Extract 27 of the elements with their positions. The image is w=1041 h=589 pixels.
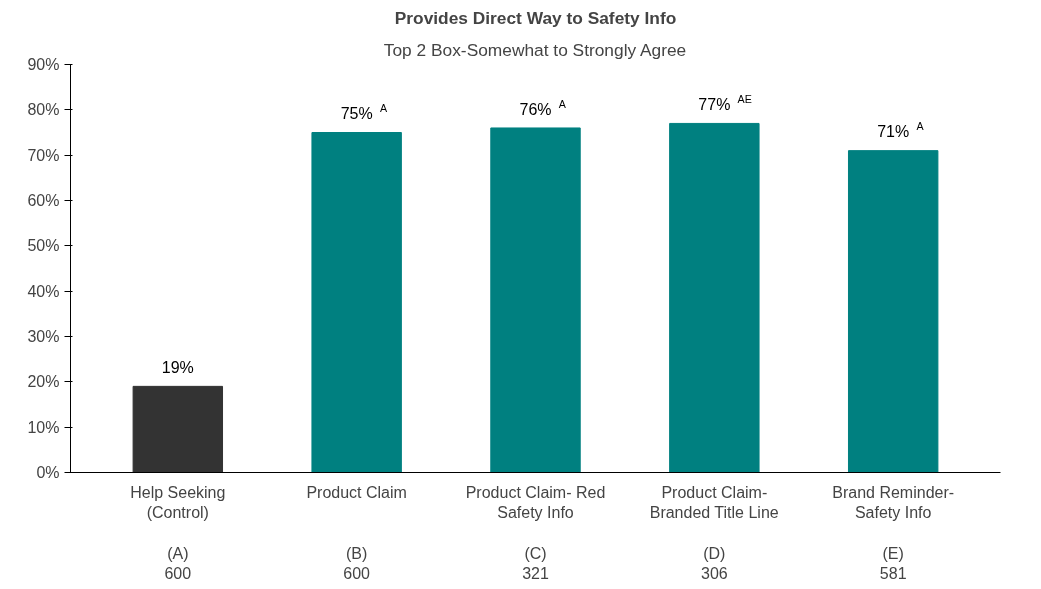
bar bbox=[311, 132, 402, 473]
y-tick-label: 30% bbox=[27, 328, 60, 345]
bar bbox=[490, 127, 581, 473]
chart-title: Provides Direct Way to Safety Info bbox=[394, 7, 677, 28]
bar bbox=[669, 122, 760, 473]
y-tick-label: 80% bbox=[27, 101, 60, 119]
chart-subtitle: Top 2 Box-Somewhat to Strongly Agree bbox=[383, 39, 687, 60]
data-label: 76% A bbox=[519, 97, 567, 118]
category-label: Product Claim- Branded Title Line (D) 306 bbox=[649, 483, 779, 583]
y-tick-label: 40% bbox=[27, 282, 60, 300]
category-label: Help Seeking (Control) (A) 600 bbox=[130, 483, 226, 583]
y-tick-label: 20% bbox=[27, 373, 60, 391]
y-tick-label: 10% bbox=[27, 418, 60, 436]
data-label: 77% AE bbox=[698, 93, 752, 114]
bar bbox=[847, 150, 939, 473]
y-tick-label: 0% bbox=[36, 464, 60, 481]
category-label: Product Claim (B) 600 bbox=[306, 483, 407, 583]
category-label: Brand Reminder- Safety Info (E) 581 bbox=[832, 483, 955, 583]
bar bbox=[132, 385, 224, 473]
y-tick-label: 60% bbox=[27, 192, 60, 209]
data-label: 75% A bbox=[340, 102, 388, 123]
data-label: 19% bbox=[161, 359, 194, 377]
y-tick-label: 90% bbox=[27, 56, 60, 73]
y-tick-label: 70% bbox=[27, 146, 60, 164]
y-tick-label: 50% bbox=[27, 237, 60, 255]
data-label: 71% A bbox=[877, 120, 925, 141]
category-label: Product Claim- Red Safety Info (C) 321 bbox=[465, 483, 606, 583]
